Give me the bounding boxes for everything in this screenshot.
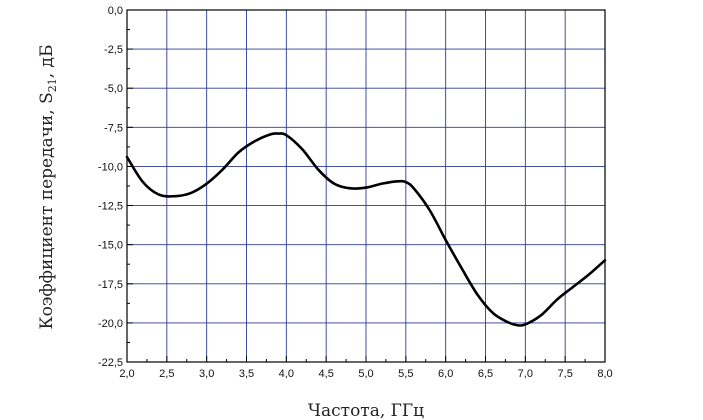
y-tick-label: -20,0 [98,318,123,330]
y-tick-label: 0,0 [108,5,123,17]
y-tick-label: -2,5 [104,44,123,56]
y-axis-title-sub: 21 [46,78,59,92]
x-tick-labels: 2,0 2,5 3,0 3,5 4,0 4,5 5,0 5,5 6,0 6,5 7,0 7,5 8,0 [119,368,612,380]
y-tick-label: -7,5 [104,122,123,134]
grid [127,10,605,362]
x-tick-label: 8,0 [597,368,612,380]
y-axis-title-main: Коэффициент передачи, S [37,92,57,329]
y-tick-label: -10,0 [98,161,123,173]
x-tick-label: 5,0 [358,368,373,380]
x-tick-label: 6,5 [478,368,493,380]
x-tick-label: 2,5 [159,368,174,380]
plot-frame [126,9,606,363]
x-tick-label: 7,5 [558,368,573,380]
y-tick-label: -5,0 [104,83,123,95]
y-tick-label: -15,0 [98,240,123,252]
x-tick-label: 6,0 [438,368,453,380]
series-line [125,132,607,327]
x-tick-label: 4,0 [279,368,294,380]
x-tick-label: 7,0 [518,368,533,380]
x-tick-label: 4,5 [319,368,334,380]
x-tick-label: 3,5 [239,368,254,380]
x-tick-label: 3,0 [199,368,214,380]
x-axis-title: Частота, ГГц [308,401,424,420]
y-tick-label: -22,5 [98,357,123,369]
y-tick-label: -17,5 [98,279,123,291]
x-tick-label: 2,0 [119,368,134,380]
x-tick-label: 5,5 [398,368,413,380]
y-tick-labels: 0,0 -2,5 -5,0 -7,5 -10,0 -12,5 -15,0 -17,5 -20,0… [98,5,123,369]
y-axis-title-tail: , дБ [37,44,57,78]
y-axis-title: Коэффициент передачи, S21, дБ [37,44,59,329]
y-tick-label: -12,5 [98,201,123,213]
